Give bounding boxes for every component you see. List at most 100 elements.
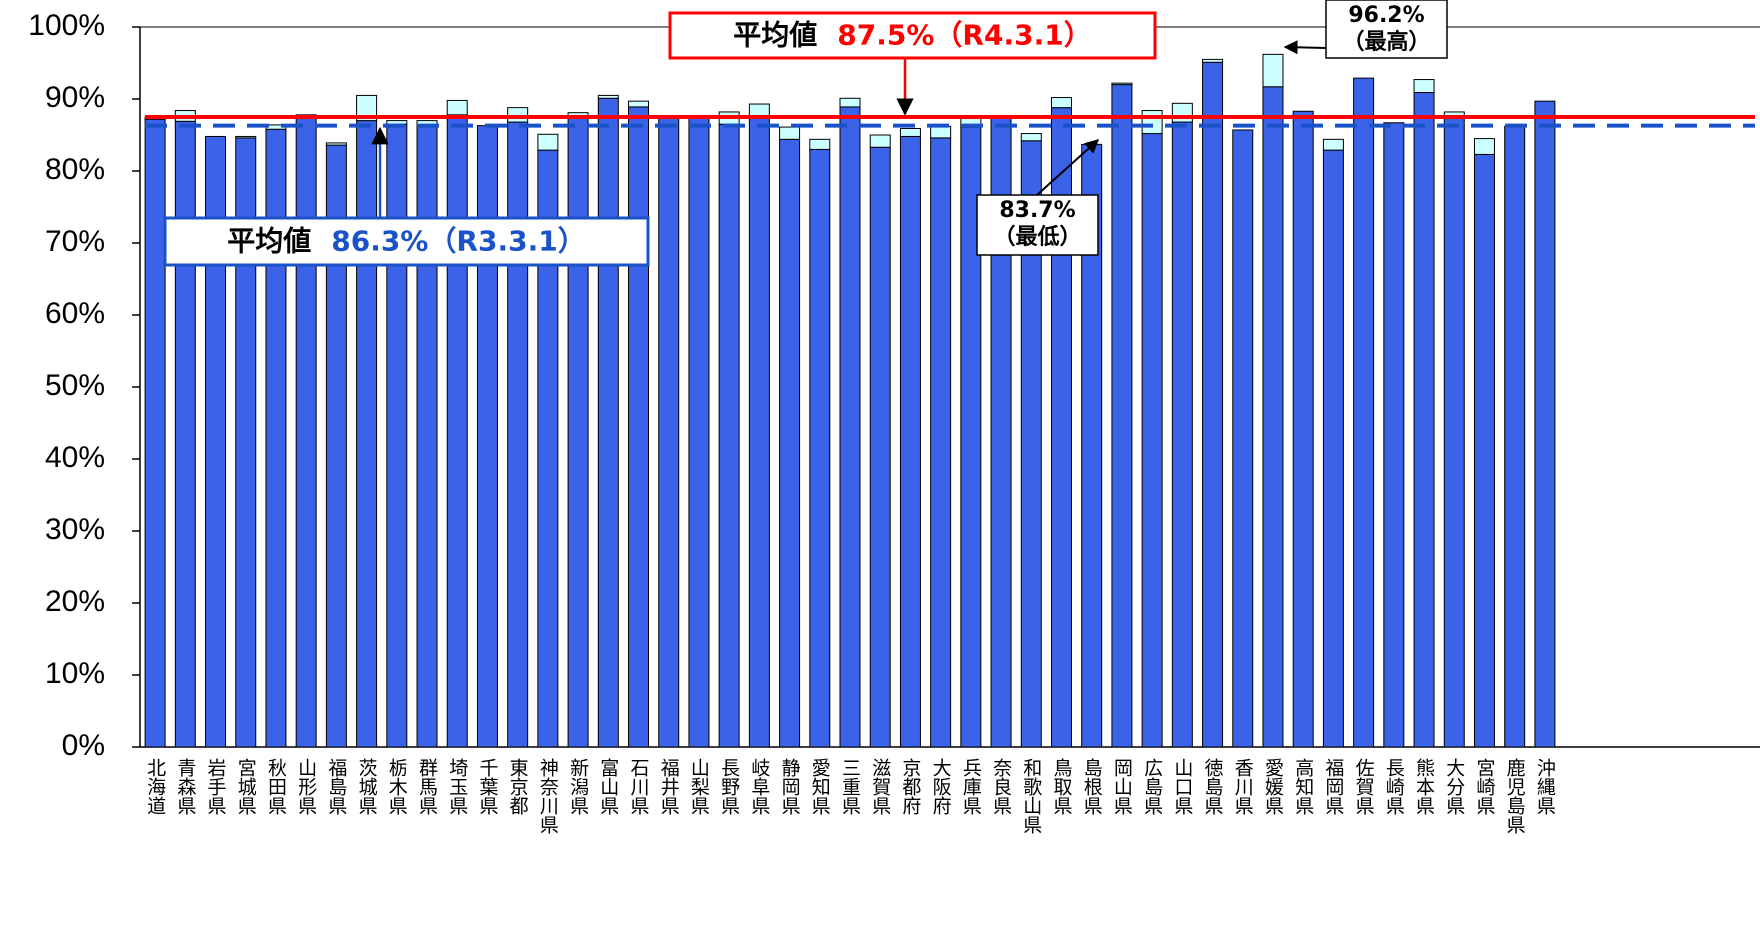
- bar-segment: [1383, 122, 1405, 748]
- annotation-text: （最高）: [1342, 29, 1430, 55]
- reference-label-value: 87.5%（R4.3.1）: [837, 19, 1091, 52]
- bar-segment: [899, 128, 921, 137]
- bar-segment: [174, 120, 196, 748]
- x-tick-label: 山口県: [1171, 758, 1193, 815]
- x-tick-label: 三重県: [839, 758, 861, 815]
- bar-segment: [1050, 97, 1072, 109]
- x-tick-label: 神奈川県: [537, 758, 559, 834]
- y-tick-label: 50%: [45, 369, 105, 402]
- bar-segment: [688, 117, 710, 748]
- bar-segment: [235, 135, 257, 139]
- bar-segment: [1202, 58, 1224, 63]
- x-tick-label: 佐賀県: [1353, 758, 1375, 815]
- bar-segment: [1322, 149, 1344, 748]
- bar-segment: [1171, 102, 1193, 123]
- bar-segment: [446, 99, 468, 116]
- annotation-text: 83.7%: [999, 198, 1075, 223]
- bar-segment: [748, 116, 770, 748]
- x-tick-label: 沖縄県: [1534, 758, 1556, 815]
- bar-segment: [1504, 125, 1526, 748]
- reference-label-box: [668, 11, 1157, 60]
- annotation-text: （最低）: [993, 225, 1081, 250]
- bar-segment: [658, 117, 680, 748]
- x-tick-label: 長崎県: [1383, 758, 1405, 815]
- x-tick-label: 奈良県: [990, 758, 1012, 815]
- y-tick-label: 70%: [45, 225, 105, 258]
- bar-segment: [537, 133, 559, 151]
- x-tick-label: 岩手県: [205, 758, 227, 815]
- y-tick-label: 30%: [45, 513, 105, 546]
- x-tick-label: 京都府: [899, 758, 921, 815]
- bar-segment: [899, 135, 921, 748]
- bar-segment: [1141, 110, 1163, 135]
- y-tick-label: 20%: [45, 585, 105, 618]
- y-tick-label: 80%: [45, 153, 105, 186]
- x-tick-label: 熊本県: [1413, 758, 1435, 815]
- bar-segment: [1413, 79, 1435, 94]
- x-tick-label: 山形県: [295, 758, 317, 815]
- x-tick-label: 和歌山県: [1020, 758, 1042, 834]
- x-tick-label: 岡山県: [1111, 758, 1133, 815]
- annotation-arrow: [1036, 139, 1100, 196]
- bar-segment: [325, 142, 347, 146]
- x-tick-label: 静岡県: [779, 758, 801, 815]
- bar-segment: [1111, 82, 1133, 86]
- x-tick-label: 徳島県: [1202, 758, 1224, 815]
- annotation-box: [976, 194, 1099, 256]
- x-tick-label: 茨城県: [356, 758, 378, 815]
- x-tick-label: 鳥取県: [1050, 758, 1072, 815]
- bar-segment: [507, 121, 529, 748]
- x-tick-label: 秋田県: [265, 758, 287, 815]
- bar-segment: [1262, 86, 1284, 748]
- x-tick-label: 大分県: [1443, 758, 1465, 815]
- bar-segment: [628, 106, 650, 748]
- reference-label-name: 平均値: [733, 19, 817, 52]
- bar-segment: [567, 116, 589, 748]
- x-tick-label: 富山県: [597, 758, 619, 815]
- x-tick-label: 千葉県: [476, 758, 498, 815]
- bar-segment: [628, 100, 650, 108]
- bar-segment: [930, 125, 952, 139]
- x-tick-label: 兵庫県: [960, 758, 982, 815]
- y-tick-label: 100%: [28, 9, 105, 42]
- bar-segment: [809, 148, 831, 748]
- bar-segment: [597, 94, 619, 99]
- x-tick-label: 新潟県: [567, 758, 589, 815]
- x-tick-label: 滋賀県: [869, 758, 891, 815]
- x-tick-label: 埼玉県: [446, 758, 468, 815]
- reference-label-value: 86.3%（R3.3.1）: [331, 225, 585, 258]
- bar-segment: [1141, 133, 1163, 748]
- annotation-text: 96.2%: [1348, 3, 1424, 28]
- bar-segment: [1020, 133, 1042, 142]
- bar-segment: [205, 135, 227, 748]
- bar-segment: [718, 123, 740, 748]
- y-tick-label: 90%: [45, 81, 105, 114]
- x-tick-label: 東京都: [507, 758, 529, 815]
- bar-segment: [144, 118, 166, 748]
- bar-segment: [1202, 61, 1224, 748]
- x-tick-label: 石川県: [628, 758, 650, 815]
- x-tick-label: 愛媛県: [1262, 758, 1284, 815]
- y-tick-label: 60%: [45, 297, 105, 330]
- bar-segment: [809, 138, 831, 150]
- bar-segment: [1473, 153, 1495, 748]
- bar-segment: [446, 114, 468, 748]
- bar-segment: [779, 138, 801, 748]
- x-tick-label: 群馬県: [416, 758, 438, 815]
- x-tick-label: 広島県: [1141, 758, 1163, 815]
- x-tick-label: 福島県: [325, 758, 347, 815]
- annotation-arrow: [1283, 40, 1327, 55]
- bar-segment: [1473, 138, 1495, 155]
- reference-label-box: [163, 216, 650, 267]
- bar-segment: [295, 115, 317, 748]
- x-tick-label: 大阪府: [930, 758, 952, 815]
- x-tick-label: 青森県: [174, 758, 196, 815]
- bar-segment: [1353, 77, 1375, 748]
- x-tick-label: 福岡県: [1322, 758, 1344, 815]
- bar-segment: [869, 146, 891, 748]
- bar-segment: [1232, 129, 1254, 748]
- bar-segment: [1292, 110, 1314, 748]
- bar-segment: [930, 137, 952, 748]
- bar-segment: [1262, 53, 1284, 88]
